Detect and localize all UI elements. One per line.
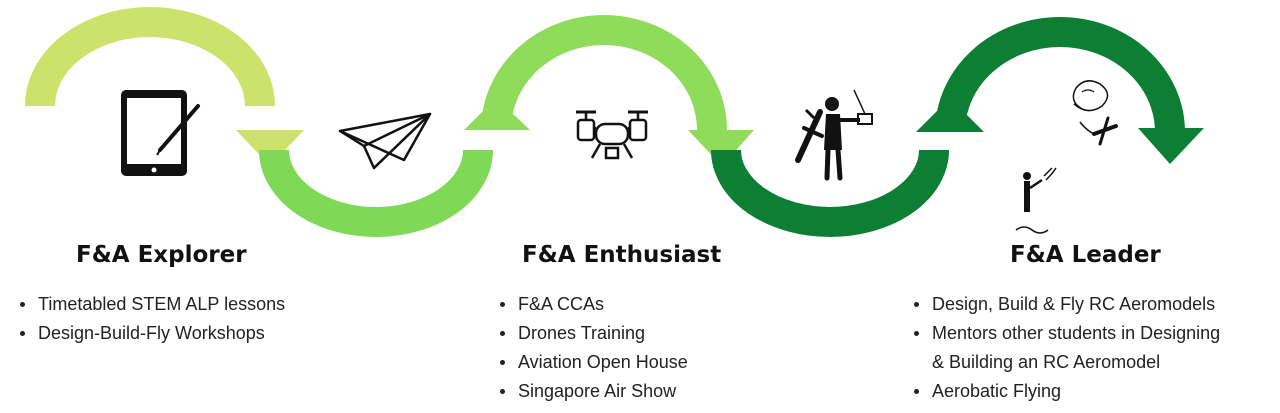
arc-transition-1 [259,149,493,237]
stage-list-leader: Design, Build & Fly RC Aeromodels Mentor… [914,290,1220,406]
arc-leader [935,17,1185,133]
list-item: Aviation Open House [500,348,688,377]
arrowhead-down-1 [236,130,304,166]
stage-title-leader: F&A Leader [1010,242,1161,268]
list-item: Timetabled STEM ALP lessons [20,290,285,319]
arc-transition-2 [711,149,949,237]
arc-explorer [25,7,275,107]
list-item: Aerobatic Flying [914,377,1220,406]
stage-title-enthusiast: F&A Enthusiast [522,242,722,268]
list-item: Mentors other students in Designing [914,319,1220,348]
paper-plane-icon [334,108,436,174]
progression-arrow-diagram [25,7,1204,237]
arc-enthusiast [481,15,727,131]
drone-icon [566,106,658,168]
stage-list-explorer: Timetabled STEM ALP lessons Design-Build… [20,290,285,348]
tablet-stylus-icon [112,86,204,178]
list-item: F&A CCAs [500,290,688,319]
arrowhead-down-2 [688,130,754,166]
stage-title-explorer: F&A Explorer [76,242,247,268]
arrowhead-down-3 [1138,128,1204,164]
list-item: Drones Training [500,319,688,348]
rc-aerobatic-flying-icon [990,76,1128,234]
list-item-continuation: & Building an RC Aeromodel [932,352,1161,372]
list-item: Design, Build & Fly RC Aeromodels [914,290,1220,319]
stage-list-enthusiast: F&A CCAs Drones Training Aviation Open H… [500,290,688,406]
list-item: Singapore Air Show [500,377,688,406]
list-item: Design-Build-Fly Workshops [20,319,285,348]
rc-pilot-icon [790,84,880,182]
